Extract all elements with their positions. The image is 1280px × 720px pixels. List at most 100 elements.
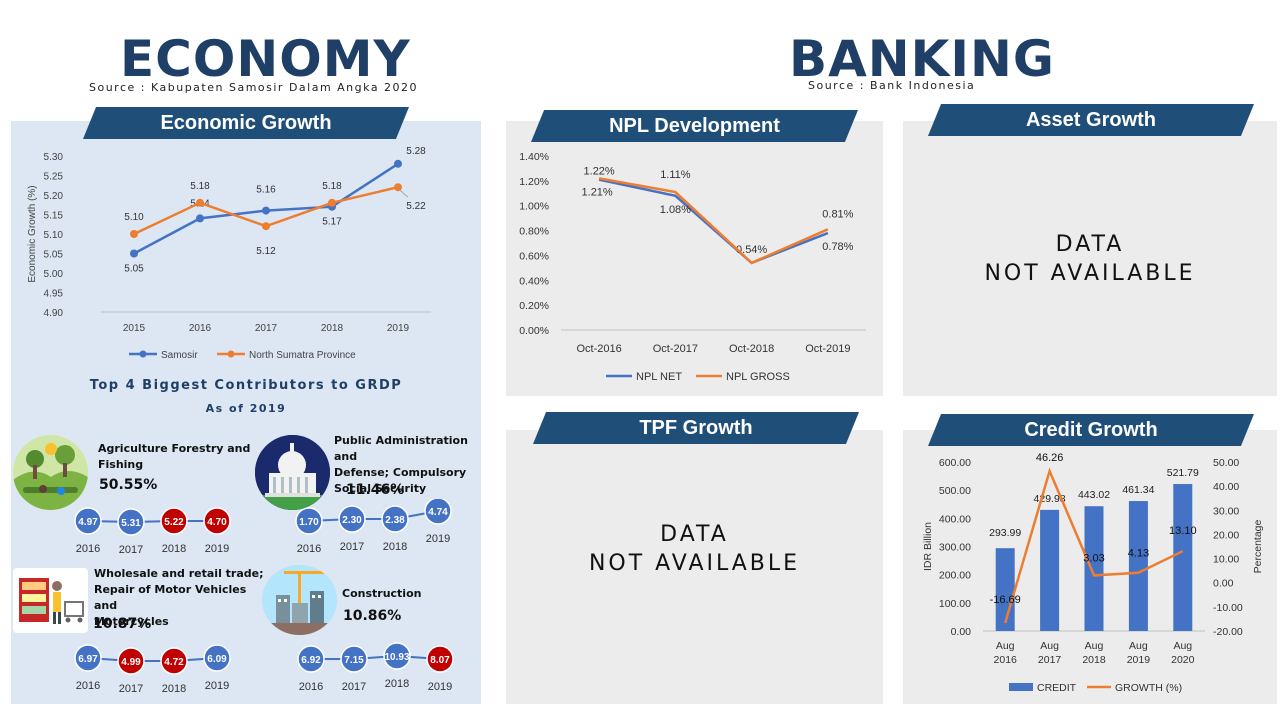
x-tick-label: Aug xyxy=(1173,640,1192,652)
y2-tick-label: 50.00 xyxy=(1213,457,1239,469)
timeline-value: 7.15 xyxy=(344,655,364,666)
contributor-3-name: Wholesale and retail trade; Repair of Mo… xyxy=(94,567,264,628)
credit-bar xyxy=(1173,484,1193,631)
timeline-bubble xyxy=(338,505,366,533)
tpf-growth-banner: TPF Growth xyxy=(533,412,859,444)
legend-label: NPL GROSS xyxy=(726,371,790,383)
y-tick-label: 1.20% xyxy=(519,176,549,188)
data-label: 1.08% xyxy=(660,204,691,216)
x-tick-label: Aug xyxy=(1129,640,1148,652)
timeline-value: 6.97 xyxy=(78,654,98,665)
timeline-value: 4.74 xyxy=(428,507,448,518)
timeline-value: 6.09 xyxy=(207,654,227,665)
timeline-year: 2016 xyxy=(297,543,321,554)
data-label: 5.10 xyxy=(124,212,144,223)
data-point xyxy=(262,222,270,231)
y-tick-label: 1.00% xyxy=(519,201,549,213)
timeline-bubble xyxy=(117,508,145,536)
legend-label: GROWTH (%) xyxy=(1115,682,1182,694)
x-tick-label: 2019 xyxy=(1127,654,1151,666)
banking-source: Source : Bank Indonesia xyxy=(808,79,976,92)
data-label: 5.12 xyxy=(256,246,276,257)
timeline-year: 2018 xyxy=(385,678,409,690)
contributor-3-timeline: 6.97 2016 4.99 2017 4.72 2018 6.09 2019 xyxy=(74,644,231,695)
timeline-year: 2018 xyxy=(162,683,186,695)
timeline-value: 8.07 xyxy=(430,655,450,666)
timeline-value: 2.38 xyxy=(385,515,405,526)
growth-value-label: 13.10 xyxy=(1169,525,1197,537)
x-tick-label: 2015 xyxy=(123,323,146,334)
y-tick-label: 200.00 xyxy=(939,570,971,582)
x-tick-label: Aug xyxy=(1040,640,1059,652)
timeline-bubble xyxy=(160,507,188,535)
series-line-npl-gross xyxy=(598,177,829,265)
x-tick-label: 2017 xyxy=(1038,654,1062,666)
economic-growth-chart: 4.90 4.95 5.00 5.05 5.10 5.15 5.20 5.25 5.30 2015… xyxy=(27,146,431,361)
npl-development-chart: 0.00% 0.20% 0.40% 0.60% 0.80% 1.00% 1.20% 1.40%… xyxy=(519,151,866,383)
data-label: 1.21% xyxy=(582,187,613,199)
x-tick-label: Oct-2016 xyxy=(577,343,622,355)
y-tick-label: 1.40% xyxy=(519,151,549,163)
timeline-year: 2016 xyxy=(76,680,100,692)
leader-line xyxy=(399,189,409,198)
x-tick-label: Oct-2017 xyxy=(653,343,698,355)
y-tick-label: 100.00 xyxy=(939,598,971,610)
growth-value-label: 3.03 xyxy=(1083,552,1104,564)
timeline-year: 2017 xyxy=(342,681,366,693)
growth-value-label: 4.13 xyxy=(1128,548,1149,560)
contributor-2-timeline: 1.70 2016 2.30 2017 2.38 2018 4.74 2019 xyxy=(295,499,452,554)
data-label: 5.28 xyxy=(406,146,426,157)
bar-value-label: 293.99 xyxy=(989,527,1021,539)
timeline-bubble xyxy=(160,647,188,675)
y2-axis-label: Percentage xyxy=(1252,519,1264,573)
data-label: 5.05 xyxy=(124,264,144,275)
tpf-growth-not-available: DATA NOT AVAILABLE xyxy=(588,522,801,576)
contributor-1-timeline: 4.97 2016 5.31 2017 5.22 2018 4.70 2019 xyxy=(74,507,231,556)
timeline-year: 2017 xyxy=(340,541,364,553)
credit-bar xyxy=(1040,509,1060,631)
contributor-4-timeline: 6.92 2016 7.15 2017 10.93 2018 8.07 2019 xyxy=(297,642,454,693)
npl-development-banner: NPL Development xyxy=(531,110,858,142)
timeline-value: 10.93 xyxy=(384,652,409,663)
timeline-year: 2018 xyxy=(383,541,407,553)
x-tick-label: Oct-2018 xyxy=(729,343,774,355)
data-point xyxy=(196,214,204,223)
data-label: 0.81% xyxy=(822,208,853,220)
timeline-value: 4.70 xyxy=(207,517,227,528)
timeline-year: 2016 xyxy=(299,681,323,693)
y-tick-label: 5.05 xyxy=(44,250,64,261)
data-label: 0.78% xyxy=(822,241,853,253)
y-tick-label: 0.40% xyxy=(519,275,549,287)
legend-marker xyxy=(139,350,147,358)
tpf-growth-panel xyxy=(506,430,883,704)
contributors-subtitle: As of 2019 xyxy=(205,402,287,415)
y-axis-label: Economic Growth (%) xyxy=(27,185,38,282)
y2-tick-label: 0.00 xyxy=(1213,578,1234,590)
data-label: 5.18 xyxy=(190,181,210,192)
timeline-line xyxy=(87,657,218,662)
x-tick-label: 2018 xyxy=(1082,654,1106,666)
timeline-line xyxy=(308,510,439,522)
y-tick-label: 600.00 xyxy=(939,457,971,469)
timeline-value: 4.72 xyxy=(164,657,184,668)
contributors-title: Top 4 Biggest Contributors to GRDP xyxy=(89,378,403,393)
y-tick-label: 4.90 xyxy=(44,308,64,319)
credit-bar xyxy=(1128,501,1148,631)
timeline-value: 4.99 xyxy=(121,657,141,668)
credit-bar xyxy=(1084,506,1104,631)
timeline-bubble xyxy=(424,499,452,525)
timeline-value: 1.70 xyxy=(299,517,319,528)
contributor-2-share: 11.46% xyxy=(346,482,405,498)
timeline-bubble xyxy=(117,647,145,675)
timeline-value: 5.22 xyxy=(164,517,184,528)
asset-growth-banner: Asset Growth xyxy=(928,104,1254,136)
data-label: 1.22% xyxy=(584,165,615,177)
data-label: 5.22 xyxy=(406,201,426,212)
contributor-4-share: 10.86% xyxy=(343,608,402,624)
contributor-4-name: Construction xyxy=(342,587,422,600)
legend-label: CREDIT xyxy=(1037,682,1077,694)
timeline-value: 2.30 xyxy=(342,515,362,526)
y-tick-label: 0.80% xyxy=(519,226,549,238)
agriculture-icon xyxy=(13,435,88,510)
growth-value-label: 46.26 xyxy=(1036,452,1064,464)
